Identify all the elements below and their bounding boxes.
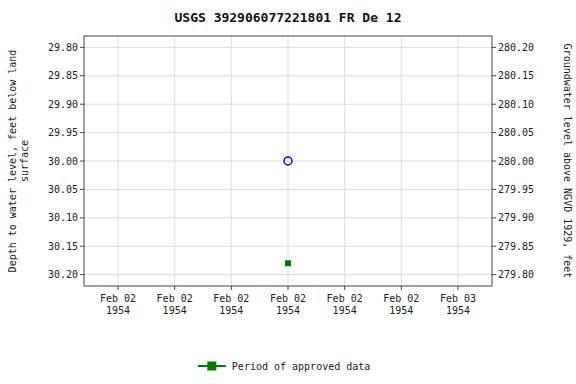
point [284,157,292,165]
tick-label: Feb 021954 [213,293,249,316]
tick-label: Feb 021954 [100,293,136,316]
tick [492,104,496,105]
tick [80,132,84,133]
text-line: Feb 02 [157,293,193,304]
tick [492,132,496,133]
legend-label: Period of approved data [232,361,370,372]
tick-label: 279.95 [498,184,534,195]
legend-marker [208,362,216,370]
text-line: Feb 02 [270,293,306,304]
tick-label: 30.15 [48,241,78,252]
series [284,157,292,165]
tick-label: Feb 021954 [327,293,363,316]
tick [492,189,496,190]
grid-line [118,36,119,286]
tick-label: 29.95 [48,127,78,138]
text-line: 1954 [446,305,470,316]
grid-line [231,36,232,286]
text-line: 1954 [333,305,357,316]
tick [80,274,84,275]
tick-label: 30.05 [48,184,78,195]
tick-label: 279.85 [498,241,534,252]
text-line: Feb 02 [213,293,249,304]
tick [401,286,402,290]
text-line: 1954 [106,305,130,316]
tick-label: 280.15 [498,70,534,81]
chart: 29.80 29.85 29.90 29.95 30.00 30.05 30.10 30.15… [0,0,576,384]
point [286,261,291,266]
tick [80,47,84,48]
tick-label: Feb 021954 [383,293,419,316]
tick [492,217,496,218]
tick [492,274,496,275]
grid [84,36,492,286]
grid-line [174,36,175,286]
tick-label: Feb 031954 [440,293,476,316]
tick-label: 30.10 [48,212,78,223]
y2-axis: 280.20 280.15 280.10 280.05 280.00 279.95 279.… [492,42,534,280]
tick [492,161,496,162]
tick-label: 280.20 [498,42,534,53]
grid-line [344,36,345,286]
tick-label: Feb 021954 [270,293,306,316]
tick [174,286,175,290]
text-line: Feb 02 [100,293,136,304]
y-axis-label: Depth to water level, feet below landsur… [7,50,30,273]
legend: Period of approved data [198,361,370,372]
text-line: 1954 [163,305,187,316]
background [0,0,576,384]
tick-label: 280.05 [498,127,534,138]
title: USGS 392906077221801 FR De 12 [175,10,402,25]
text-line: surface [19,140,30,182]
tick [80,104,84,105]
tick [344,286,345,290]
tick-label: 279.90 [498,212,534,223]
tick-label: 280.00 [498,156,534,167]
tick [80,161,84,162]
tick-label: Feb 021954 [157,293,193,316]
tick-label: 29.80 [48,42,78,53]
tick [288,286,289,290]
text-line: Depth to water level, feet below land [7,50,18,273]
text-line: 1954 [389,305,413,316]
tick-label: 30.20 [48,269,78,280]
grid-line [288,36,289,286]
text-line: 1954 [276,305,300,316]
text-line: Feb 03 [440,293,476,304]
tick [458,286,459,290]
text-line: Feb 02 [383,293,419,304]
plot-frame [84,36,492,286]
series [286,261,291,266]
tick [492,75,496,76]
tick-label: 279.80 [498,269,534,280]
tick-label: 29.85 [48,70,78,81]
tick [80,246,84,247]
text-line: 1954 [219,305,243,316]
tick [80,217,84,218]
y-axis: 29.80 29.85 29.90 29.95 30.00 30.05 30.10 30.15… [48,42,84,280]
tick [492,47,496,48]
tick [118,286,119,290]
tick [80,189,84,190]
grid-line [458,36,459,286]
tick [231,286,232,290]
y2-axis-label: Groundwater level above NGVD 1929, feet [562,44,573,279]
tick-label: 280.10 [498,99,534,110]
tick-label: 29.90 [48,99,78,110]
tick [492,246,496,247]
tick [80,75,84,76]
text-line: Feb 02 [327,293,363,304]
grid-line [401,36,402,286]
data-layer [284,157,292,266]
tick-label: 30.00 [48,156,78,167]
x-axis: Feb 021954Feb 021954Feb 021954Feb 021954… [100,286,476,316]
